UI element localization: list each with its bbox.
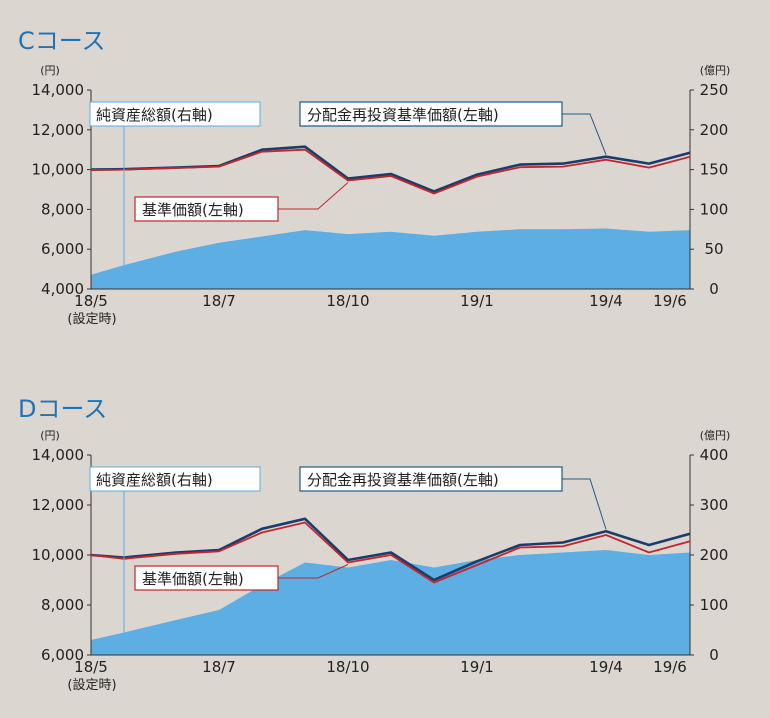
left-tick-label: 10,000 [32,161,85,179]
reinvest-leader-line [562,478,607,530]
reinvest-leader-line [562,113,607,155]
base-annotation-box [134,196,279,222]
left-tick-label: 8,000 [41,200,84,218]
left-tick-label: 14,000 [32,81,85,99]
left-tick-label: 4,000 [41,280,84,298]
left-tick-label: 14,000 [32,446,85,464]
base-leader-line [278,564,349,579]
x-tick-sublabel: (設定時) [67,677,116,693]
reinvest-annotation-label: 分配金再投資基準価額(左軸) [307,106,499,124]
nav-annotation-label: 純資産総額(右軸) [96,471,213,489]
reinvest-annotation-label: 分配金再投資基準価額(左軸) [307,471,499,489]
right-tick-label: 0 [709,646,719,664]
right-tick-label: 0 [709,280,719,298]
x-tick-label: 18/10 [326,658,369,676]
line-series-base [90,521,691,584]
x-tick-label: 18/10 [326,292,369,310]
chart-title: Dコース [18,395,107,423]
x-tick-label: 19/1 [460,292,494,310]
right-tick-label: 150 [700,161,729,179]
area-series-net-assets [91,550,690,655]
reinvest-annotation-box [299,466,563,492]
right-tick-label: 250 [700,81,729,99]
left-tick-label: 6,000 [41,240,84,258]
left-tick-label: 8,000 [41,596,84,614]
base-annotation-label: 基準価額(左軸) [142,201,244,219]
right-tick-label: 100 [700,596,729,614]
nav-annotation-box [89,101,261,127]
right-tick-label: 400 [700,446,729,464]
left-tick-label: 6,000 [41,646,84,664]
chart-c-course: Cコース (円) (億円) 4,000 6,000 8,000 10,000 12,000 14… [18,27,730,327]
right-tick-label: 50 [704,240,723,258]
line-series-base [90,148,691,195]
nav-annotation-label: 純資産総額(右軸) [96,106,213,124]
right-tick-label: 200 [700,121,729,139]
right-axis-unit: (億円) [700,64,731,77]
line-series-reinvest [90,517,691,582]
left-tick-label: 10,000 [32,546,85,564]
right-tick-label: 200 [700,546,729,564]
reinvest-annotation-box [299,101,563,127]
x-tick-label: 18/5 [74,658,108,676]
left-axis-unit: (円) [40,64,60,77]
chart-d-course: Dコース (円) (億円) 6,000 8,000 10,000 12,000 14,000 0… [18,395,730,693]
x-tick-label: 18/7 [202,292,236,310]
base-leader-line [278,182,349,210]
left-tick-label: 12,000 [32,496,85,514]
x-tick-label: 19/4 [589,658,623,676]
right-axis-unit: (億円) [700,429,731,442]
x-tick-label: 19/6 [653,658,687,676]
right-tick-label: 300 [700,496,729,514]
x-tick-label: 19/4 [589,292,623,310]
base-annotation-box [134,565,279,591]
left-axis-unit: (円) [40,429,60,442]
x-tick-label: 18/7 [202,658,236,676]
area-series-net-assets [91,228,690,289]
nav-annotation-box [89,466,261,492]
x-tick-label: 18/5 [74,292,108,310]
line-series-reinvest [90,145,691,193]
x-tick-label: 19/6 [653,292,687,310]
left-tick-label: 12,000 [32,121,85,139]
base-annotation-label: 基準価額(左軸) [142,570,244,588]
chart-title: Cコース [18,27,106,55]
right-tick-label: 100 [700,200,729,218]
x-tick-sublabel: (設定時) [67,311,116,327]
x-tick-label: 19/1 [460,658,494,676]
